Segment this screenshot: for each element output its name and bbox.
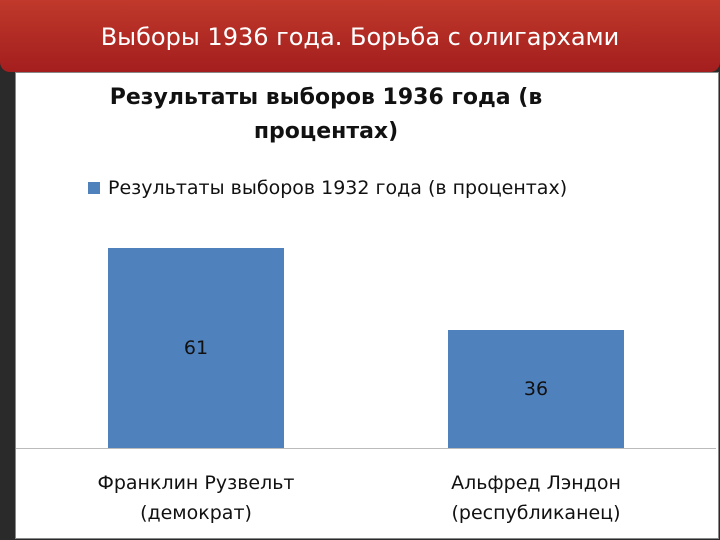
data-label: 61 bbox=[183, 336, 209, 359]
bar bbox=[448, 329, 624, 448]
legend-label: Результаты выборов 1932 года (в процента… bbox=[108, 177, 568, 199]
data-label: 36 bbox=[523, 377, 549, 400]
legend: Результаты выборов 1932 года (в процента… bbox=[88, 177, 567, 199]
bar bbox=[108, 247, 284, 448]
x-axis bbox=[16, 448, 716, 449]
x-tick-label: Франклин Рузвельт (демократ) bbox=[97, 472, 295, 524]
chart-title: Результаты выборов 1936 года (в процента… bbox=[109, 85, 543, 144]
legend-swatch bbox=[88, 182, 100, 194]
slide-title: Выборы 1936 года. Борьба с олигархами bbox=[0, 0, 720, 72]
chart: Результаты выборов 1936 года (в процента… bbox=[15, 72, 719, 539]
x-tick-label: Альфред Лэндон (республиканец) bbox=[451, 472, 621, 524]
